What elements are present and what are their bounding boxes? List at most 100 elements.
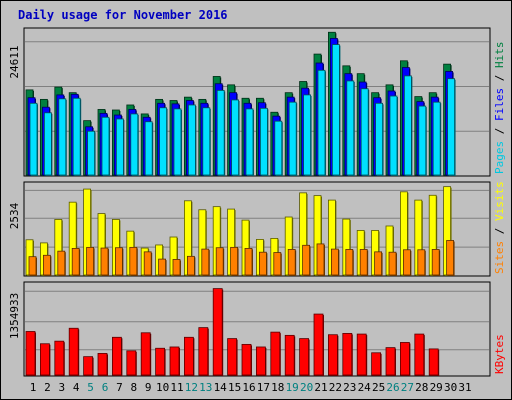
x-tick-label: 15 (228, 381, 241, 394)
bar-pages (331, 44, 340, 176)
bar-pages (346, 80, 355, 176)
bar-pages (288, 101, 297, 176)
bar-sites (86, 246, 94, 276)
legend-sites-visits: Sites / Visits (493, 181, 506, 274)
bar-pages (187, 104, 196, 176)
bar-pages (360, 88, 369, 176)
x-tick-label: 17 (257, 381, 270, 394)
bar-kbytes (183, 336, 194, 376)
x-tick-label: 27 (401, 381, 414, 394)
x-tick-label: 26 (386, 381, 399, 394)
bar-sites (201, 248, 210, 276)
panel-kbytes: 1354933 KBytes (8, 281, 506, 377)
x-tick-label: 2 (44, 381, 51, 394)
x-tick-label: 5 (87, 381, 94, 394)
legend-pages-files-hits: Pages / Files / Hits (493, 42, 506, 175)
x-tick-label: 29 (430, 381, 443, 394)
bar-sites (431, 249, 440, 276)
bar-pages (44, 112, 52, 176)
bar-kbytes (40, 343, 50, 376)
bar-sites (446, 240, 455, 276)
bar-sites (186, 255, 195, 276)
bar-kbytes (313, 313, 324, 376)
x-tick-label: 7 (116, 381, 123, 394)
bar-kbytes (126, 350, 137, 376)
bar-kbytes (284, 334, 295, 376)
legend-entry-kbytes: KBytes (493, 334, 506, 374)
bar-pages (202, 107, 211, 176)
bar-kbytes (327, 334, 338, 376)
x-tick-label: 25 (372, 381, 385, 394)
x-tick-label: 13 (199, 381, 212, 394)
bar-sites (71, 248, 80, 276)
x-tick-label: 19 (286, 381, 299, 394)
bar-sites (258, 251, 267, 276)
x-tick-label: 28 (415, 381, 428, 394)
bar-sites (244, 248, 253, 276)
bar-kbytes (25, 331, 36, 376)
legend-separator: / (493, 121, 506, 141)
bar-pages (432, 101, 441, 176)
bar-kbytes (112, 336, 122, 376)
bar-kbytes (270, 331, 281, 376)
bar-kbytes (428, 348, 439, 376)
x-tick-label: 16 (242, 381, 255, 394)
bar-kbytes (140, 332, 151, 376)
bar-sites (302, 244, 311, 276)
legend-kbytes: KBytes (493, 334, 506, 374)
bar-pages (389, 95, 398, 176)
bar-pages (403, 75, 412, 176)
bar-pages (231, 99, 240, 176)
bar-kbytes (97, 353, 108, 376)
bar-sites (273, 252, 282, 276)
bar-sites (158, 258, 167, 276)
bar-sites (172, 259, 181, 276)
x-tick-label: 24 (358, 381, 372, 394)
y-max-label: 2534 (8, 202, 21, 229)
bar-sites (388, 251, 397, 276)
x-tick-label: 14 (214, 381, 228, 394)
y-max-label: 1354933 (8, 293, 21, 339)
x-tick-label: 3 (58, 381, 65, 394)
bar-sites (402, 249, 411, 276)
bar-sites (359, 249, 368, 276)
x-tick-label: 11 (170, 381, 183, 394)
bar-pages (144, 121, 153, 176)
bar-pages (29, 102, 38, 176)
bar-sites (230, 246, 239, 276)
bar-pages (375, 102, 384, 176)
x-tick-labels: 1 2 3 4 5 6 7 8 9 10 11 12 13 14 15 16 17 18 19 20 21 22 23 24 2… (30, 381, 472, 394)
chart-title: Daily usage for November 2016 (18, 8, 228, 22)
legend-entry-files: Files (493, 88, 506, 121)
legend-entry-visits: Visits (493, 181, 506, 221)
x-tick-label: 20 (300, 381, 313, 394)
bar-pages (216, 90, 225, 176)
bar-kbytes (198, 327, 209, 376)
bar-sites (115, 247, 123, 276)
bar-kbytes (68, 327, 79, 376)
bar-pages (72, 97, 81, 176)
bar-pages (245, 108, 254, 176)
bar-sites (129, 246, 138, 276)
bar-sites (215, 247, 224, 276)
bar-sites (287, 249, 296, 276)
legend-separator: / (493, 221, 506, 241)
legend-separator: / (493, 68, 506, 88)
bar-kbytes (371, 352, 382, 376)
x-tick-label: 23 (343, 381, 356, 394)
bar-pages (87, 130, 95, 176)
bar-pages (317, 69, 326, 176)
bar-pages (116, 118, 124, 176)
bar-sites (330, 248, 339, 276)
x-tick-label: 21 (314, 381, 327, 394)
bar-pages (58, 98, 67, 176)
bar-pages (259, 107, 268, 176)
bar-kbytes (83, 356, 93, 376)
legend-entry-hits: Hits (493, 42, 506, 69)
bar-kbytes (255, 346, 266, 376)
bar-sites (28, 256, 37, 276)
panel-sites-visits: 2534 Sites / Visits (8, 181, 506, 277)
bar-sites (43, 254, 51, 276)
bar-sites (345, 249, 354, 276)
